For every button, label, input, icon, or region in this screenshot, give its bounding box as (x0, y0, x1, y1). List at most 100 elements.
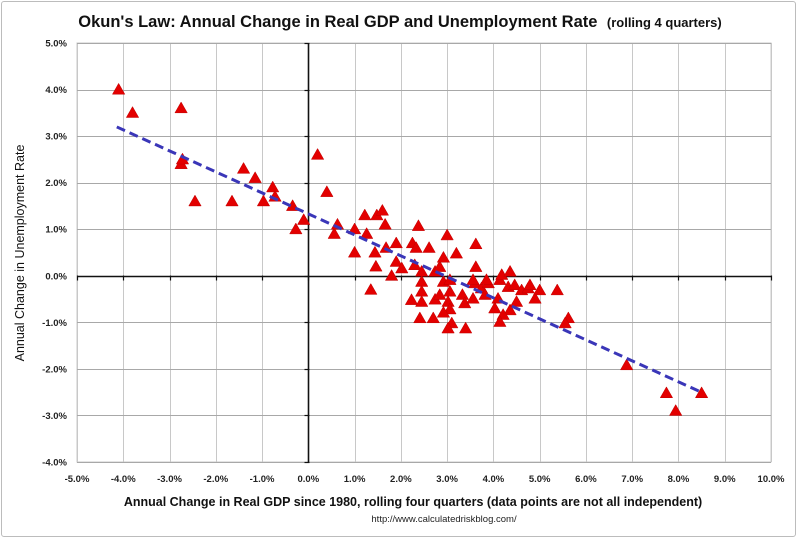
x-tick-label: -1.0% (250, 474, 275, 485)
trendline-group (116, 125, 704, 395)
data-point-triangle (174, 101, 188, 114)
data-point-triangle (694, 386, 709, 398)
x-axis-label: Annual Change in Real GDP since 1980, ro… (124, 495, 702, 509)
data-point-triangle (479, 273, 494, 285)
y-tick-label: -4.0% (42, 458, 67, 469)
x-tick-label: 5.0% (529, 474, 551, 485)
data-point-triangle (466, 291, 480, 304)
chart-title-suffix: (rolling 4 quarters) (607, 15, 722, 30)
data-point-triangle (550, 283, 564, 296)
data-point-triangle (125, 106, 140, 118)
data-point-triangle (422, 241, 436, 253)
x-tick-label: 9.0% (714, 474, 736, 485)
y-tick-label: 2.0% (45, 178, 67, 189)
x-tick-label: -2.0% (203, 474, 228, 485)
x-tick-label: 7.0% (621, 474, 643, 485)
data-point-triangle (364, 283, 378, 295)
data-point-triangle (320, 185, 334, 197)
data-point-triangle (449, 246, 464, 259)
data-point-triangle (669, 404, 683, 416)
y-axis-label: Annual Change in Unemployment Rate (13, 145, 27, 362)
data-point-triangle (488, 301, 502, 314)
x-tick-label: 0.0% (298, 474, 320, 485)
x-tick-label: 8.0% (668, 474, 690, 485)
data-point-triangle (256, 194, 271, 207)
vertical-gridlines (77, 43, 772, 462)
data-point-triangle (384, 269, 399, 281)
data-point-triangle (469, 237, 483, 250)
data-point-triangle (389, 236, 403, 249)
data-point-triangle (659, 386, 674, 398)
y-tick-labels: -4.0% -3.0% -2.0% -1.0% 0.0% 1.0% 2.0% 3.0% 4.0%… (42, 39, 67, 469)
chart-title-main: Okun's Law: Annual Change in Real GDP an… (78, 13, 597, 31)
data-point-triangle (441, 321, 455, 334)
data-point-triangle (375, 203, 389, 216)
data-point-triangle (459, 321, 473, 334)
data-point-triangle (466, 273, 480, 285)
data-point-triangle (443, 284, 457, 297)
data-point-triangle (523, 278, 537, 290)
data-point-triangle (347, 245, 362, 258)
data-point-triangle (433, 260, 447, 272)
horizontal-gridlines (77, 43, 771, 463)
y-tick-label: 3.0% (45, 132, 67, 143)
axes (76, 42, 773, 464)
data-point-triangle (378, 217, 392, 230)
data-point-triangle (440, 228, 454, 241)
data-point-triangle (433, 288, 447, 300)
trendline (116, 125, 704, 395)
data-point-triangle (443, 302, 457, 315)
x-tick-label: -4.0% (111, 474, 136, 485)
y-tick-label: -3.0% (42, 411, 67, 422)
data-point-triangle (225, 194, 239, 207)
data-point-triangle (620, 358, 634, 371)
y-tick-label: 4.0% (45, 85, 67, 96)
data-point-triangle (404, 293, 419, 305)
data-point-triangle (327, 227, 341, 239)
y-tick-label: 1.0% (45, 225, 67, 236)
data-point-triangle (112, 82, 126, 95)
data-point-triangle (426, 311, 440, 324)
data-point-triangle (493, 315, 507, 327)
data-point-triangle (310, 148, 325, 160)
y-tick-label: -2.0% (42, 364, 67, 375)
chart-title: Okun's Law: Annual Change in Real GDP an… (78, 13, 721, 31)
data-point-triangle (359, 227, 374, 239)
data-point-triangle (289, 222, 303, 235)
data-point-triangle (389, 255, 403, 267)
data-point-triangle (508, 278, 522, 290)
data-point-triangle (188, 194, 202, 207)
x-tick-label: 4.0% (483, 474, 505, 485)
data-point-triangle (358, 208, 372, 221)
data-point-triangle (411, 219, 426, 231)
data-point-triangle (368, 245, 382, 258)
data-point-triangle (409, 241, 423, 253)
y-tick-label: 5.0% (45, 39, 67, 50)
data-point-triangle (395, 261, 409, 274)
data-point-triangle (533, 283, 547, 296)
x-tick-labels: -5.0% -4.0% -3.0% -2.0% -1.0% 0.0% 1.0% 2.0% 3.0… (65, 474, 785, 485)
x-tick-label: 6.0% (575, 474, 597, 485)
data-point-triangle (503, 264, 517, 277)
data-point-triangle (509, 295, 524, 307)
x-tick-label: 3.0% (436, 474, 458, 485)
x-tick-label: -5.0% (65, 474, 90, 485)
data-point-triangle (266, 180, 280, 193)
data-point-triangle (248, 171, 262, 183)
data-point-triangle (415, 295, 429, 307)
data-point-triangle (369, 259, 383, 272)
data-point-triangle (413, 311, 427, 324)
x-tick-label: 1.0% (344, 474, 366, 485)
x-tick-label: 2.0% (390, 474, 412, 485)
y-tick-label: -1.0% (42, 318, 67, 329)
data-point-triangle (455, 288, 470, 300)
data-point-triangle (528, 291, 542, 304)
data-point-triangle (503, 303, 517, 316)
data-point-triangle (236, 161, 251, 174)
x-tick-label: 10.0% (758, 474, 785, 485)
data-point-triangle (297, 213, 311, 225)
data-point-triangle (558, 316, 572, 329)
y-tick-label: 0.0% (45, 271, 67, 282)
data-point-triangle (436, 250, 451, 263)
